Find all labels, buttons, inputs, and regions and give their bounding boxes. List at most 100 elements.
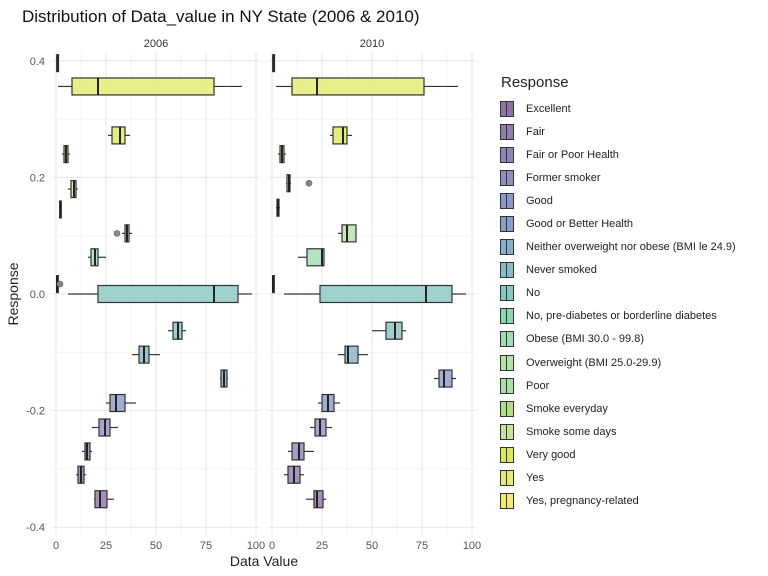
x-tick-label: 0: [53, 540, 59, 552]
legend-label: Fair: [526, 125, 545, 138]
facet-panel-2006: 2006 0 25 50 75 100: [52, 38, 265, 552]
legend-key: [500, 400, 514, 417]
legend-key: [500, 192, 514, 209]
box-iqr: [109, 393, 126, 413]
box-iqr: [97, 284, 239, 304]
legend-key: [500, 216, 514, 233]
legend-item: Overweight (BMI 25.0-29.9): [500, 351, 736, 374]
box-plot: [272, 54, 276, 73]
legend-key: [500, 123, 514, 140]
box-plot: [278, 144, 286, 164]
box-plot: [330, 126, 352, 145]
legend-key: [500, 262, 514, 279]
legend-label: Good or Better Health: [526, 218, 634, 231]
legend-key: [500, 308, 514, 325]
legend-item: Obese (BMI 30.0 - 99.8): [500, 328, 736, 351]
box-plot: [272, 274, 275, 294]
box-plot: [56, 274, 64, 294]
box-plot: [168, 321, 186, 340]
y-tick-label: 0.2: [30, 172, 45, 184]
y-tick-label: -0.4: [26, 522, 45, 534]
box-plot: [338, 224, 357, 243]
box-plot: [113, 224, 132, 243]
box-plot: [338, 345, 368, 364]
box-plot: [310, 418, 332, 437]
box-plot: [56, 54, 60, 73]
x-tick-label: 0: [269, 540, 275, 552]
box-plot: [298, 248, 325, 267]
box-plot: [434, 369, 456, 388]
legend-item: Smoke everyday: [500, 397, 736, 420]
box-plot: [286, 174, 313, 193]
legend-label: Overweight (BMI 25.0-29.9): [526, 356, 662, 369]
legend-key: [500, 423, 514, 440]
facet-label: 2006: [144, 38, 168, 50]
box-plot: [220, 369, 228, 388]
legend-key: [500, 285, 514, 302]
legend-key: [500, 354, 514, 371]
box-iqr: [111, 126, 126, 145]
x-tick-label: 100: [463, 540, 481, 552]
legend-label: Fair or Poor Health: [526, 148, 619, 161]
box-iqr: [71, 77, 215, 96]
box-plot: [288, 442, 314, 461]
legend-label: Former smoker: [526, 171, 601, 184]
box-iqr: [306, 248, 325, 267]
box-plot: [92, 418, 118, 437]
y-axis-label: Response: [5, 262, 21, 325]
facet-label: 2010: [360, 38, 384, 50]
box-iqr: [291, 77, 425, 96]
x-tick-label: 100: [247, 540, 265, 552]
legend-item: Neither overweight nor obese (BMI le 24.…: [500, 236, 736, 259]
x-tick-label: 25: [316, 540, 328, 552]
legend-key: [500, 446, 514, 463]
x-tick-label: 50: [366, 540, 378, 552]
box-plot: [76, 465, 86, 484]
legend-item: Fair: [500, 120, 736, 143]
legend-item: Yes: [500, 467, 736, 490]
x-tick-label: 75: [200, 540, 212, 552]
box-plot: [318, 393, 340, 413]
x-tick-label: 25: [100, 540, 112, 552]
box-plot: [68, 179, 78, 199]
box-plot: [108, 126, 130, 145]
legend-label: No, pre-diabetes or borderline diabetes: [526, 310, 717, 323]
x-tick-label: 75: [416, 540, 428, 552]
legend-item: Good or Better Health: [500, 212, 736, 235]
facet-panel-2010: 2010 0 25 50 75 100: [268, 38, 481, 552]
legend-item: Good: [500, 189, 736, 212]
legend-item: Yes, pregnancy-related: [500, 490, 736, 513]
legend-item: No: [500, 282, 736, 305]
box-iqr: [332, 126, 348, 145]
legend: Response Excellent Fair Fair or Poor Healt…: [500, 74, 736, 513]
legend-label: Obese (BMI 30.0 - 99.8): [526, 333, 644, 346]
box-plot: [276, 198, 280, 217]
legend-item: No, pre-diabetes or borderline diabetes: [500, 305, 736, 328]
box-iqr: [319, 284, 453, 304]
box-iqr: [313, 490, 324, 509]
y-tick-label: -0.2: [26, 406, 45, 418]
legend-key: [500, 470, 514, 487]
y-tick-label: 0.4: [30, 56, 45, 68]
box-plot: [88, 248, 106, 267]
box-plot: [94, 490, 114, 509]
legend-label: Excellent: [526, 102, 571, 115]
box-plot: [58, 77, 242, 96]
box-plot: [82, 442, 92, 461]
x-axis-label: Data Value: [230, 553, 298, 569]
box-plot: [106, 393, 136, 413]
legend-label: No: [526, 287, 541, 300]
box-iqr: [344, 345, 359, 364]
legend-key: [500, 493, 514, 510]
outlier-point: [56, 280, 64, 288]
box-plot: [59, 200, 62, 219]
legend-item: Excellent: [500, 97, 736, 120]
legend-key: [500, 331, 514, 348]
legend-label: Smoke some days: [526, 425, 617, 438]
legend-item: Very good: [500, 443, 736, 466]
legend-item: Former smoker: [500, 166, 736, 189]
box-plot: [68, 284, 252, 304]
legend-item: Smoke some days: [500, 420, 736, 443]
outlier-point: [305, 179, 313, 187]
legend-label: Poor: [526, 379, 550, 392]
